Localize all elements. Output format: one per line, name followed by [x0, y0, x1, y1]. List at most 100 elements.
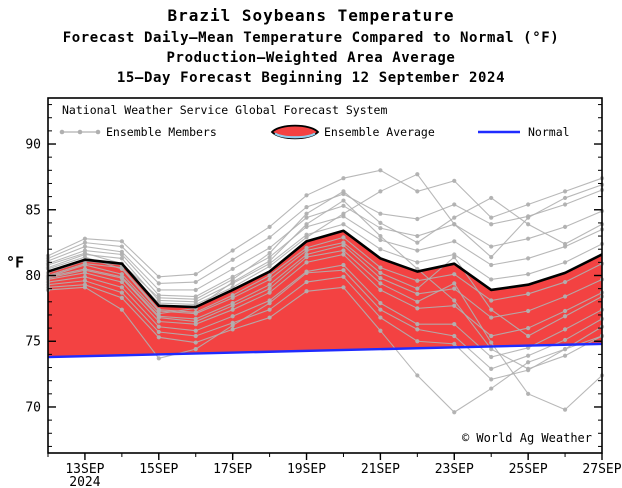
- ensemble-member-point: [341, 252, 346, 257]
- ensemble-member-point: [562, 224, 568, 229]
- ensemble-member-point: [489, 277, 494, 282]
- ensemble-member-point: [119, 239, 124, 244]
- ensemble-member-point: [267, 301, 272, 306]
- ensemble-member-point: [489, 307, 494, 312]
- ensemble-member-point: [341, 222, 346, 227]
- ensemble-member-point: [452, 341, 457, 346]
- ensemble-member-point: [562, 337, 568, 343]
- y-tick-label: 80: [25, 269, 41, 284]
- x-tick-label: 27SEP: [582, 462, 621, 477]
- ensemble-member-point: [119, 285, 124, 290]
- ensemble-member-point: [526, 236, 531, 241]
- ensemble-member-line: [47, 249, 603, 411]
- ensemble-member-point: [304, 215, 309, 220]
- y-tick-label: 75: [25, 335, 41, 350]
- ensemble-member-point: [452, 410, 457, 415]
- ensemble-member-point: [526, 353, 531, 358]
- ensemble-member-point: [378, 328, 383, 333]
- y-tick-label: 85: [25, 203, 41, 218]
- ensemble-member-point: [267, 254, 272, 260]
- ensemble-member-point: [452, 333, 457, 339]
- ensemble-member-line: [47, 253, 603, 337]
- ensemble-member-point: [452, 215, 457, 220]
- ensemble-member-point: [378, 281, 383, 286]
- ensemble-member-point: [562, 308, 568, 314]
- ensemble-member-point: [193, 287, 198, 293]
- ensemble-member-point: [82, 236, 88, 241]
- ensemble-member-point: [378, 211, 383, 216]
- ensemble-member-point: [415, 216, 420, 222]
- ensemble-member-line: [47, 264, 603, 358]
- y-axis-unit-label: °F: [6, 253, 24, 271]
- ensemble-member-point: [119, 295, 124, 300]
- ensemble-member-point: [267, 290, 272, 295]
- ensemble-member-point: [489, 254, 494, 260]
- ensemble-member-point: [230, 303, 235, 308]
- chart-subtitle-2: Production—Weighted Area Average: [166, 50, 456, 66]
- above-normal-area: [48, 230, 602, 358]
- ensemble-member-point: [156, 356, 161, 361]
- ensemble-member-point: [304, 279, 309, 285]
- ensemble-average-line: [47, 229, 603, 309]
- y-tick-label: 90: [25, 138, 41, 153]
- ensemble-average-legend-swatch-blue-edge: [274, 132, 316, 139]
- ensemble-member-point: [489, 386, 494, 391]
- ensemble-member-point: [341, 262, 346, 268]
- ensemble-member-point: [193, 279, 198, 285]
- ensemble-member-point: [378, 265, 383, 270]
- ensemble-member-point: [267, 273, 272, 278]
- ensemble-member-point: [119, 249, 124, 254]
- ensemble-member-point: [304, 193, 309, 198]
- ensemble-member-point: [267, 264, 272, 269]
- ensemble-member-point: [562, 202, 568, 207]
- ensemble-member-point: [267, 251, 272, 256]
- ensemble-member-point: [119, 272, 124, 277]
- above-normal-fill-layer: [48, 230, 602, 358]
- ensemble-member-point: [452, 254, 457, 260]
- ensemble-member-point: [489, 244, 494, 249]
- ensemble-member-point: [415, 278, 420, 283]
- ensemble-members-legend-dot: [59, 129, 65, 135]
- ensemble-member-point: [267, 307, 272, 312]
- ensemble-member-point: [415, 299, 420, 304]
- ensemble-member-line: [47, 223, 603, 303]
- ensemble-member-point: [193, 347, 198, 352]
- ensemble-member-point: [489, 366, 494, 371]
- ensemble-member-point: [341, 268, 346, 273]
- ensemble-member-point: [526, 256, 531, 261]
- legend-source: National Weather Service Global Forecast…: [62, 103, 387, 117]
- ensemble-members-legend-dot: [95, 129, 101, 135]
- ensemble-member-point: [452, 272, 457, 277]
- ensemble-member-point: [452, 322, 457, 327]
- ensemble-member-point: [341, 274, 346, 279]
- ensemble-member-point: [378, 247, 383, 252]
- ensemble-member-point: [489, 222, 494, 227]
- ensemble-member-point: [562, 195, 568, 201]
- ensemble-member-point: [156, 324, 161, 329]
- ensemble-member-point: [341, 176, 346, 181]
- ensemble-member-point: [526, 291, 531, 297]
- chart-title: Brazil Soybeans Temperature: [0, 4, 622, 28]
- ensemble-member-point: [489, 298, 494, 303]
- ensemble-member-point: [378, 287, 383, 293]
- ensemble-member-point: [452, 222, 457, 227]
- ensemble-member-point: [304, 260, 309, 265]
- ensemble-member-point: [526, 222, 531, 227]
- ensemble-member-point: [267, 286, 272, 291]
- ensemble-member-point: [193, 340, 198, 345]
- ensemble-member-point: [193, 311, 198, 316]
- ensemble-member-point: [415, 327, 420, 332]
- ensemble-member-point: [341, 285, 346, 290]
- copyright-credit: © World Ag Weather: [462, 431, 592, 445]
- ensemble-member-point: [489, 347, 494, 352]
- ensemble-member-point: [526, 272, 531, 277]
- ensemble-member-point: [489, 340, 494, 345]
- ensemble-member-point: [415, 286, 420, 291]
- ensemble-member-line: [47, 189, 603, 284]
- ensemble-member-point: [415, 233, 420, 239]
- ensemble-member-point: [415, 172, 420, 177]
- ensemble-member-point: [304, 289, 309, 294]
- ensemble-member-point: [341, 211, 346, 216]
